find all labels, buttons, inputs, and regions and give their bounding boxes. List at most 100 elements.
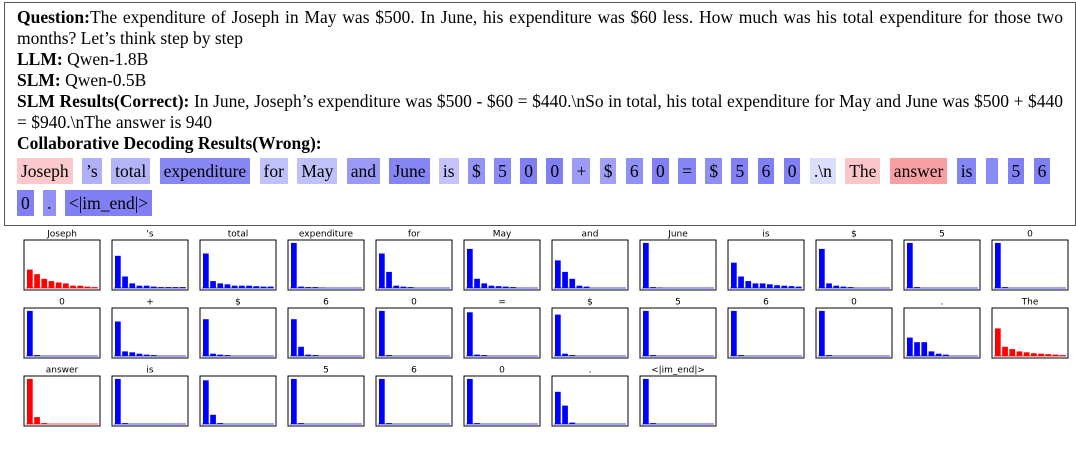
bar bbox=[467, 378, 473, 424]
bar bbox=[474, 278, 480, 288]
bar bbox=[84, 286, 91, 288]
token: 5 bbox=[494, 158, 511, 184]
chart-label: 5 bbox=[323, 366, 329, 376]
bar bbox=[907, 337, 913, 356]
bar bbox=[781, 285, 788, 288]
chart-label: . bbox=[589, 366, 592, 376]
chart-label: <|im_end|> bbox=[651, 366, 705, 376]
chart-label: . bbox=[941, 298, 944, 308]
token: 6 bbox=[1033, 158, 1051, 184]
bar bbox=[555, 391, 561, 424]
chart-label: Joseph bbox=[46, 230, 77, 240]
token: ’s bbox=[82, 158, 102, 184]
chart-label: 0 bbox=[59, 298, 65, 308]
label: Collaborative Decoding Results(Wrong): bbox=[17, 133, 322, 153]
slm-results-text: In June, Joseph’s expenditure was $500 -… bbox=[17, 91, 1063, 132]
chart-label: June bbox=[667, 230, 688, 240]
bar bbox=[34, 355, 40, 356]
bar bbox=[1052, 354, 1059, 356]
chart-frame bbox=[639, 239, 717, 291]
token: . bbox=[43, 190, 56, 216]
chart-label: is bbox=[762, 230, 770, 240]
chart-label: + bbox=[146, 298, 154, 308]
bar bbox=[1002, 346, 1008, 356]
chart-label: and bbox=[582, 230, 599, 240]
bar bbox=[386, 423, 392, 424]
bar bbox=[63, 283, 69, 288]
bar bbox=[165, 287, 172, 288]
bar bbox=[239, 285, 245, 288]
question-line: Question:The expenditure of Joseph in Ma… bbox=[17, 7, 1063, 49]
chart-frame bbox=[727, 307, 805, 359]
chart-frame bbox=[23, 239, 101, 291]
chart-frame bbox=[815, 307, 893, 359]
chart-frame bbox=[23, 375, 101, 427]
bar bbox=[115, 378, 121, 424]
bar bbox=[576, 285, 583, 288]
bar bbox=[267, 286, 274, 288]
bar bbox=[555, 314, 561, 356]
llm-text: Qwen-1.8B bbox=[67, 49, 149, 69]
chart-frame bbox=[287, 239, 365, 291]
token: 5 bbox=[731, 158, 749, 184]
chart-label: is bbox=[146, 366, 154, 376]
bar bbox=[122, 351, 128, 356]
token: 0 bbox=[546, 158, 564, 184]
chart-frame bbox=[463, 307, 541, 359]
chart-frame bbox=[287, 375, 365, 427]
bar bbox=[122, 276, 128, 288]
bar bbox=[495, 286, 502, 288]
token: 6 bbox=[757, 158, 775, 184]
bar bbox=[819, 310, 825, 356]
token: and bbox=[346, 158, 381, 184]
bar bbox=[203, 380, 209, 424]
chart-frame bbox=[23, 307, 101, 359]
label: SLM: bbox=[17, 70, 61, 90]
bar bbox=[788, 286, 795, 288]
bar bbox=[48, 281, 55, 288]
bar bbox=[1023, 352, 1030, 356]
bar bbox=[115, 255, 121, 288]
chart-label: 's bbox=[146, 230, 153, 240]
bar bbox=[122, 423, 128, 424]
bar bbox=[260, 286, 267, 288]
bar bbox=[467, 248, 473, 288]
bar bbox=[819, 248, 825, 288]
bar bbox=[1002, 287, 1008, 288]
bar bbox=[833, 285, 840, 288]
token: The bbox=[845, 158, 881, 184]
bar bbox=[129, 352, 136, 356]
bar bbox=[826, 355, 832, 356]
bar bbox=[312, 355, 319, 356]
bar bbox=[386, 355, 392, 356]
chart-frame bbox=[111, 375, 189, 427]
bar bbox=[305, 287, 312, 288]
bar bbox=[914, 342, 920, 356]
chart-label: May bbox=[493, 230, 512, 240]
chart-label: $ bbox=[851, 230, 857, 240]
bar bbox=[759, 283, 766, 288]
bar bbox=[179, 287, 186, 288]
chart-label: 6 bbox=[323, 298, 329, 308]
token-list: Joseph ’s total expenditure for May and … bbox=[17, 155, 1063, 219]
token: = bbox=[678, 158, 696, 184]
token: expenditure bbox=[159, 158, 251, 184]
token: Joseph bbox=[17, 158, 73, 184]
bar bbox=[217, 283, 224, 288]
bar bbox=[291, 378, 297, 424]
bar bbox=[562, 353, 568, 356]
bar bbox=[503, 286, 509, 288]
bar bbox=[253, 286, 260, 288]
chart-label: 6 bbox=[763, 298, 769, 308]
bar bbox=[224, 284, 231, 288]
bar bbox=[305, 354, 312, 356]
bar bbox=[386, 271, 392, 288]
bar bbox=[1038, 353, 1044, 356]
bar bbox=[70, 285, 76, 288]
bar bbox=[731, 262, 737, 288]
bar bbox=[650, 355, 656, 356]
token: total bbox=[111, 158, 151, 184]
chart-frame bbox=[199, 239, 277, 291]
